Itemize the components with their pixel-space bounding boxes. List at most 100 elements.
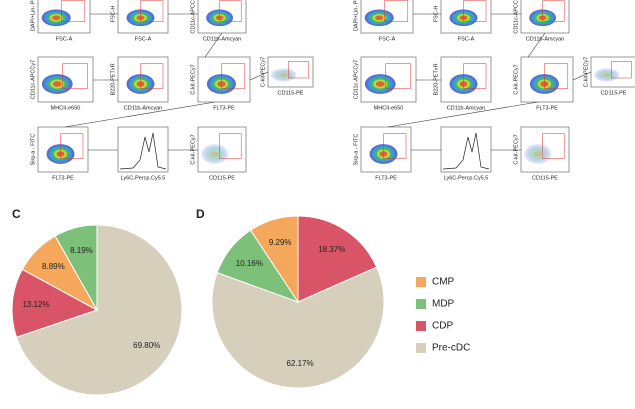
density-blob bbox=[524, 144, 552, 164]
histogram-curve bbox=[119, 132, 167, 170]
x-axis-label: Ly6C-Percp.Cy5.5 bbox=[121, 175, 166, 181]
y-axis-label: C-kit-PECy7 bbox=[513, 64, 519, 94]
legend-swatch bbox=[416, 321, 426, 331]
pie-slice bbox=[54, 224, 98, 312]
plot-frame bbox=[520, 126, 570, 173]
x-axis-label: MHCII-e650 bbox=[51, 105, 81, 111]
slice-label: 10.16% bbox=[236, 259, 263, 268]
legend-swatch bbox=[416, 343, 426, 353]
arrow bbox=[204, 32, 223, 58]
histogram-curve bbox=[442, 132, 490, 170]
arrow bbox=[64, 101, 216, 128]
density-blob bbox=[280, 73, 288, 77]
gate bbox=[221, 63, 246, 89]
gate bbox=[219, 0, 242, 22]
y-axis-label: CD11c-APCCy7 bbox=[513, 0, 519, 34]
x-axis-label: Ly6C-Percp.Cy5.5 bbox=[444, 175, 489, 181]
arrow bbox=[572, 71, 592, 81]
density-blob bbox=[594, 68, 620, 82]
density-blob bbox=[526, 145, 549, 163]
legend-label: CDP bbox=[432, 321, 453, 332]
density-blob bbox=[211, 151, 219, 157]
y-axis-label: C-kit-PECy7 bbox=[190, 64, 196, 94]
legend-label: CMP bbox=[432, 277, 455, 288]
density-blob bbox=[271, 68, 297, 82]
density-blob bbox=[534, 151, 542, 157]
x-axis-label: CD115-PE bbox=[209, 175, 235, 181]
pie-slice bbox=[297, 215, 378, 303]
pie-slice bbox=[249, 215, 299, 304]
panel-title: D bbox=[196, 207, 205, 221]
density-blob bbox=[603, 73, 611, 77]
gate bbox=[62, 63, 88, 89]
x-axis-label: FSC-A bbox=[458, 36, 475, 42]
density-blob bbox=[273, 69, 295, 81]
gate bbox=[544, 63, 569, 89]
plot-frame bbox=[590, 56, 635, 88]
y-axis-label: C-kit-PECy7 bbox=[260, 57, 266, 87]
slice-label: 62.17% bbox=[287, 359, 314, 368]
gate bbox=[61, 0, 86, 22]
density-blob bbox=[206, 147, 224, 161]
x-axis-label: FSC-A bbox=[379, 36, 396, 42]
density-blob bbox=[275, 70, 292, 80]
y-axis-label: CD11c-APCCy7 bbox=[30, 60, 36, 99]
gate bbox=[288, 61, 309, 79]
plot-frame bbox=[117, 126, 169, 173]
slice-label: 69.80% bbox=[133, 341, 160, 350]
density-blob bbox=[52, 81, 62, 87]
x-axis-label: CD11b-Amcyan bbox=[203, 36, 241, 42]
slice-label: 8.89% bbox=[42, 262, 65, 271]
gate bbox=[140, 0, 164, 22]
x-axis-label: FLT3-PE bbox=[536, 105, 558, 111]
density-blob bbox=[596, 69, 618, 81]
density-blob bbox=[277, 71, 290, 79]
density-blob bbox=[600, 71, 613, 79]
x-axis-label: CD115-PE bbox=[532, 175, 558, 181]
legend-swatch bbox=[416, 299, 426, 309]
x-axis-label: FSC-A bbox=[56, 36, 73, 42]
y-axis-label: B220-PETxR bbox=[433, 63, 439, 95]
y-axis-label: Sirp-a - FITC bbox=[353, 134, 359, 166]
density-blob bbox=[529, 147, 547, 161]
density-blob bbox=[531, 149, 544, 159]
x-axis-label: CD11b-Amcyan bbox=[447, 105, 485, 111]
arrow bbox=[527, 32, 546, 58]
legend-swatch bbox=[416, 277, 426, 287]
x-axis-label: CD115-PE bbox=[278, 90, 304, 96]
y-axis-label: Sirp-a - FITC bbox=[30, 134, 36, 166]
y-axis-label: CD11c-APCCy7 bbox=[353, 60, 359, 99]
gate bbox=[463, 63, 487, 89]
density-blob bbox=[375, 15, 384, 21]
x-axis-label: FLT3-PE bbox=[375, 175, 397, 181]
slice-label: 13.12% bbox=[22, 300, 49, 309]
plot-frame bbox=[267, 56, 314, 88]
density-blob bbox=[375, 81, 385, 87]
panel-title: C bbox=[12, 207, 21, 221]
y-axis-label: DAPI+Lin- PB bbox=[353, 0, 359, 31]
x-axis-label: FLT3-PE bbox=[52, 175, 74, 181]
density-blob bbox=[203, 145, 226, 163]
density-blob bbox=[208, 149, 221, 159]
plot-frame bbox=[440, 126, 492, 173]
gate bbox=[542, 133, 565, 159]
gate bbox=[385, 63, 411, 89]
y-axis-label: C-kit-PECy7 bbox=[583, 57, 589, 87]
slice-label: 9.29% bbox=[269, 238, 292, 247]
gate bbox=[611, 61, 632, 79]
y-axis-label: DAPI+Lin- PB bbox=[30, 0, 36, 31]
gate bbox=[219, 133, 242, 159]
y-axis-label: C-kit-PECy7 bbox=[190, 134, 196, 164]
x-axis-label: CD115-PE bbox=[601, 90, 627, 96]
density-blob bbox=[598, 70, 615, 80]
gate bbox=[384, 0, 409, 22]
pie-slice bbox=[11, 268, 99, 338]
gate bbox=[60, 133, 84, 159]
slice-label: 18.37% bbox=[318, 245, 345, 254]
y-axis-label: C-kit-PECy7 bbox=[513, 134, 519, 164]
pie-slice bbox=[15, 224, 183, 396]
slice-label: 8.19% bbox=[70, 246, 93, 255]
gate bbox=[383, 133, 407, 159]
x-axis-label: FSC-A bbox=[135, 36, 152, 42]
